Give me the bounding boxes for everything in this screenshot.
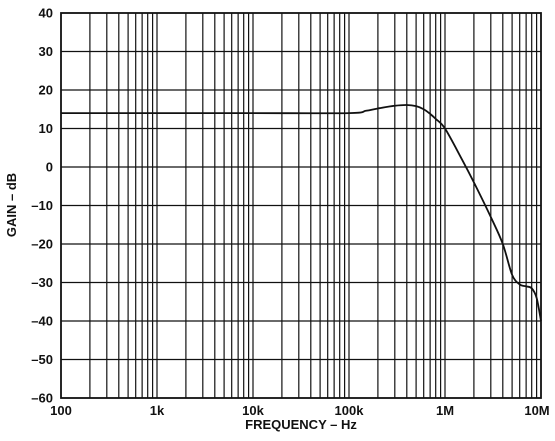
- y-axis-title: GAIN – dB: [4, 173, 19, 237]
- y-tick-label: –50: [31, 352, 53, 367]
- x-tick-label: 10k: [242, 403, 264, 418]
- y-tick-label: –60: [31, 391, 53, 406]
- y-tick-label: 10: [39, 121, 53, 136]
- x-tick-label: 100: [50, 403, 72, 418]
- y-tick-label: –20: [31, 237, 53, 252]
- x-tick-label: 1k: [150, 403, 165, 418]
- x-tick-label: 100k: [335, 403, 365, 418]
- x-tick-labels: 100 1k 10k 100k 1M 10M: [50, 403, 550, 418]
- y-tick-label: –30: [31, 275, 53, 290]
- x-axis-title: FREQUENCY – Hz: [245, 417, 357, 432]
- gain-curve: [61, 104, 542, 322]
- y-tick-label: 0: [46, 160, 53, 175]
- y-tick-label: –10: [31, 198, 53, 213]
- x-tick-label: 10M: [524, 403, 549, 418]
- y-tick-label: –40: [31, 314, 53, 329]
- y-tick-label: 40: [39, 6, 53, 21]
- y-grid: [61, 50, 541, 361]
- plot-frame: [60, 12, 542, 399]
- x-tick-label: 1M: [436, 403, 454, 418]
- y-tick-labels: 40 30 20 10 0 –10 –20 –30 –40 –50 –60: [31, 6, 53, 406]
- y-tick-label: 20: [39, 83, 53, 98]
- y-tick-label: 30: [39, 44, 53, 59]
